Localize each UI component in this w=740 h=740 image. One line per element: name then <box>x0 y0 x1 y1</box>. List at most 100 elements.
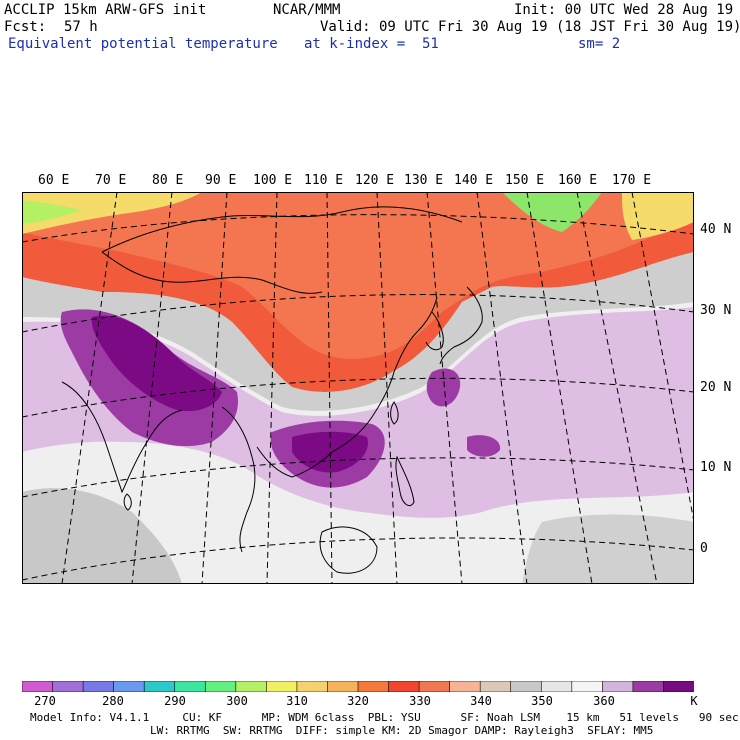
colorbar-swatch <box>632 681 665 692</box>
colorbar-swatch <box>479 681 512 692</box>
init-time: Init: 00 UTC Wed 28 Aug 19 <box>514 2 734 18</box>
lat-label: 10 N <box>700 460 732 475</box>
parallel-0 <box>22 537 694 581</box>
colorbar-swatch <box>418 681 451 692</box>
lon-label: 110 E <box>304 173 344 188</box>
green-region <box>502 192 602 232</box>
colorbar-swatch <box>449 681 481 692</box>
level-label: at k-index = 51 <box>304 36 439 52</box>
colorbar-swatch <box>235 681 268 692</box>
colorbar-tick-label: 280 <box>102 694 124 708</box>
meridian-150e <box>526 192 593 584</box>
gray-patch-southeast <box>522 514 694 584</box>
meridian-120e <box>376 192 398 584</box>
central-asia-border <box>101 251 323 294</box>
meridian-130e <box>426 192 463 584</box>
meridian-70e <box>61 192 118 584</box>
warm-red-region <box>22 192 694 392</box>
yellow-region <box>22 192 202 234</box>
colorbar-swatch <box>602 681 634 692</box>
india-coast <box>61 381 183 494</box>
dark-purple-core <box>91 315 222 412</box>
green-region-west <box>22 200 82 224</box>
colorbar-swatch <box>204 681 237 692</box>
lat-label: 40 N <box>700 222 732 237</box>
japan-coast <box>439 286 483 365</box>
colorbar-swatch <box>510 681 543 692</box>
philippines-coast <box>395 455 415 507</box>
lon-label: 120 E <box>355 173 395 188</box>
lon-label: 90 E <box>205 173 237 188</box>
parallel-10n <box>22 457 694 498</box>
colorbar-swatch <box>266 681 298 692</box>
colorbar-tick-label: 270 <box>34 694 56 708</box>
colorbar-swatch <box>113 681 145 692</box>
lon-label: 80 E <box>152 173 184 188</box>
graticule <box>22 192 694 584</box>
colorbar-tick-label: 350 <box>531 694 553 708</box>
china-coast <box>331 296 438 453</box>
colorbar-swatch <box>388 681 420 692</box>
borneo-coast <box>319 526 378 574</box>
gray-band <box>22 252 694 411</box>
model-title: ACCLIP 15km ARW-GFS init <box>4 2 207 18</box>
colorbar-swatch <box>327 681 359 692</box>
colorbar-tick-label: 310 <box>286 694 308 708</box>
map-frame <box>22 192 694 584</box>
colorbar-tick-label: 340 <box>470 694 492 708</box>
orange-region <box>22 192 694 359</box>
gray-patch-southwest <box>22 488 182 584</box>
colorbar-unit: K <box>690 694 698 708</box>
colorbar-tick-label: 330 <box>409 694 431 708</box>
model-info-line1: Model Info: V4.1.1 CU: KF MP: WDM 6class… <box>30 711 739 724</box>
meridian-170e <box>631 192 694 523</box>
colorbar-swatch <box>22 681 54 692</box>
smoothing-label: sm= 2 <box>578 36 621 52</box>
meridian-100e <box>266 192 278 584</box>
lat-label: 20 N <box>700 380 732 395</box>
valid-time: Valid: 09 UTC Fri 30 Aug 19 (18 JST Fri … <box>320 19 740 35</box>
srilanka-coast <box>123 493 132 511</box>
field-name: Equivalent potential temperature <box>8 36 278 52</box>
model-info-line2: LW: RRTMG SW: RRTMG DIFF: simple KM: 2D … <box>150 724 654 737</box>
lat-label: 30 N <box>700 303 732 318</box>
lon-label: 70 E <box>95 173 127 188</box>
forecast-hour: 57 h <box>64 19 98 35</box>
colorbar <box>22 681 694 692</box>
lon-label: 160 E <box>558 173 598 188</box>
indochina-coast <box>221 406 333 553</box>
center-label: NCAR/MMM <box>273 2 341 18</box>
lon-label: 130 E <box>404 173 444 188</box>
colorbar-swatch <box>52 681 84 692</box>
colorbar-swatch <box>663 681 694 692</box>
yellow-region-east <box>622 192 694 240</box>
theta-e-map <box>22 192 694 584</box>
lon-label: 100 E <box>253 173 293 188</box>
colorbar-swatch <box>357 681 390 692</box>
purple-patch-pacific <box>467 435 501 457</box>
colorbar-tick-label: 300 <box>226 694 248 708</box>
parallel-30n <box>22 294 694 333</box>
taiwan-coast <box>390 401 399 425</box>
colorbar-swatch <box>296 681 329 692</box>
lon-label: 170 E <box>612 173 652 188</box>
colorbar-tick-label: 290 <box>164 694 186 708</box>
parallel-20n <box>22 377 694 418</box>
colorbar-swatch <box>82 681 115 692</box>
colorbar-swatch <box>540 681 573 692</box>
lon-label: 60 E <box>38 173 70 188</box>
meridian-80e <box>131 192 173 584</box>
meridian-140e <box>476 192 528 584</box>
light-purple-region <box>22 307 694 518</box>
colorbar-swatch <box>571 681 604 692</box>
lon-label: 150 E <box>505 173 545 188</box>
colorbar-swatch <box>174 681 207 692</box>
colorbar-tick-label: 360 <box>593 694 615 708</box>
meridian-90e <box>201 192 228 584</box>
meridian-110e <box>326 192 333 584</box>
lat-label: 0 <box>700 541 708 556</box>
forecast-label: Fcst: <box>4 19 47 35</box>
colorbar-tick-label: 320 <box>347 694 369 708</box>
colorbar-swatch <box>143 681 176 692</box>
lon-label: 140 E <box>454 173 494 188</box>
